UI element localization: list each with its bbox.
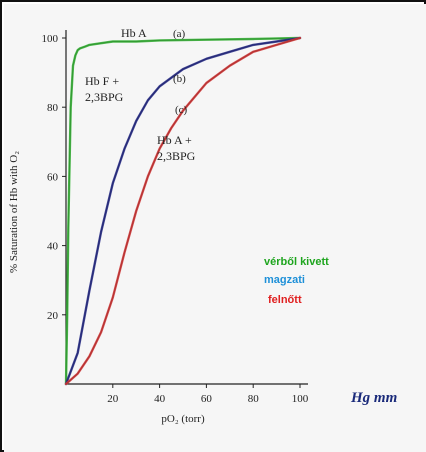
x-axis-label: pO₂ (torr) <box>161 413 205 425</box>
handwritten-unit-note: Hg mm <box>350 390 397 406</box>
curve-tag-a: (a) <box>173 28 186 40</box>
curve-line-1 <box>64 36 302 386</box>
y-tick-label: 60 <box>47 171 59 183</box>
x-tick-label: 60 <box>201 393 213 405</box>
legend-note-green: vérből kivett <box>264 256 329 268</box>
y-tick-label: 100 <box>42 33 59 45</box>
curves <box>64 36 302 386</box>
curve-label-hb-f-line1: Hb F + <box>85 74 119 88</box>
curve-tag-c: (c) <box>175 104 188 116</box>
y-tick-label: 40 <box>47 241 59 253</box>
curve-label-hb-f-line2: 2,3BPG <box>85 90 124 104</box>
x-tick-label: 40 <box>154 393 166 405</box>
y-axis-label: % Saturation of Hb with O₂ <box>8 151 20 273</box>
y-tick-label: 80 <box>47 102 59 114</box>
x-tick-label: 20 <box>107 393 119 405</box>
curve-line-0 <box>64 36 302 386</box>
x-tick-label: 100 <box>292 393 309 405</box>
legend-note-blue: magzati <box>264 274 305 286</box>
curve-label-hb-a-bpg-line2: 2,3BPG <box>157 149 196 163</box>
x-tick-label: 80 <box>248 393 260 405</box>
curve-label-hb-a-bpg-line1: Hb A + <box>157 133 192 147</box>
legend-note-red: felnőtt <box>268 294 302 306</box>
curve-line-2 <box>64 36 302 386</box>
tick-marks: 20 40 60 80 100 20 40 60 80 100 <box>42 33 309 405</box>
y-tick-label: 20 <box>47 310 59 322</box>
curve-tag-b: (b) <box>173 73 186 85</box>
curve-label-hb-a: Hb A <box>121 26 147 40</box>
